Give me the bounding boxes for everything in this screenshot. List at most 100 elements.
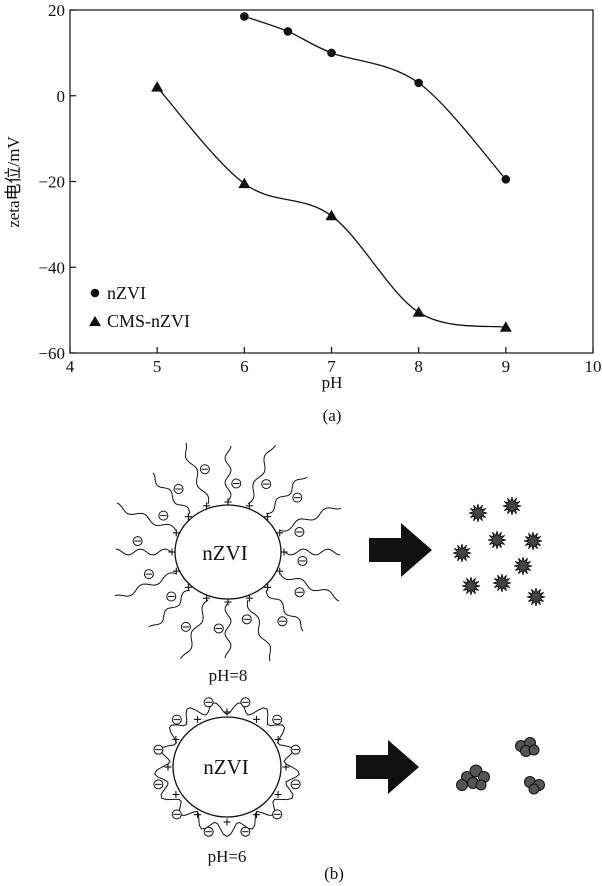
negative-charge-icon bbox=[171, 809, 182, 820]
aggregated-cluster bbox=[524, 776, 545, 795]
surface-ligand bbox=[224, 602, 232, 659]
legend-marker-cms-nzvi bbox=[89, 316, 101, 326]
series-line-cms-nzvi bbox=[156, 86, 506, 328]
positive-charge-icon bbox=[282, 763, 290, 771]
legend-label-cms-nzvi: CMS-nZVI bbox=[107, 311, 190, 331]
positive-charge-icon bbox=[253, 811, 260, 819]
bottom-arrow-icon bbox=[356, 740, 419, 794]
positive-charge-icon bbox=[223, 818, 231, 826]
surface-ligand bbox=[224, 445, 232, 502]
positive-charge-icon bbox=[203, 502, 211, 510]
bottom-condition-label: pH=6 bbox=[208, 847, 247, 866]
dispersed-particle bbox=[487, 530, 507, 550]
surface-ligand bbox=[114, 572, 177, 597]
data-point-nzvi bbox=[501, 175, 511, 184]
zeta-potential-chart: 4 5 6 7 8 9 10 −60 −40 −20 0 20 zeta电位/mV pH (a) nZ… bbox=[4, 1, 602, 425]
positive-charge-icon bbox=[172, 791, 180, 798]
top-condition-label: pH=8 bbox=[209, 666, 248, 685]
aggregated-nzvi-particle bbox=[153, 697, 301, 838]
negative-charge-icon bbox=[272, 809, 283, 820]
positive-charge-icon bbox=[274, 791, 282, 798]
negative-charge-icon bbox=[213, 623, 224, 634]
dispersed-particle bbox=[523, 531, 543, 551]
surface-ligand bbox=[116, 502, 177, 531]
axis-ticks: 4 5 6 7 8 9 10 −60 −40 −20 0 20 bbox=[38, 1, 601, 376]
dispersed-particle bbox=[468, 503, 488, 523]
data-point-nzvi bbox=[240, 12, 249, 21]
dispersion-diagram: nZVI pH=8 nZVI pH=6 (b) bbox=[114, 442, 546, 883]
aggregated-cluster bbox=[515, 737, 540, 757]
dispersed-nzvi-particle bbox=[114, 442, 342, 662]
surface-ligand bbox=[284, 548, 341, 556]
legend: nZVI CMS-nZVI bbox=[89, 283, 190, 331]
positive-charge-icon bbox=[264, 583, 272, 591]
positive-charge-icon bbox=[184, 583, 192, 591]
positive-charge-icon bbox=[194, 715, 201, 723]
y-tick-label: −60 bbox=[38, 344, 65, 363]
top-particle-label: nZVI bbox=[202, 541, 248, 565]
positive-charge-icon bbox=[224, 498, 232, 506]
negative-charge-icon bbox=[143, 569, 154, 580]
negative-charge-icon bbox=[153, 744, 164, 755]
surface-ligand bbox=[279, 507, 342, 532]
positive-charge-icon bbox=[276, 529, 284, 537]
dispersed-particle bbox=[461, 576, 481, 596]
positive-charge-icon bbox=[224, 598, 232, 606]
positive-charge-icon bbox=[264, 513, 272, 521]
negative-charge-icon bbox=[272, 714, 283, 725]
data-point-cms-nzvi bbox=[151, 81, 164, 92]
negative-charge-icon bbox=[290, 779, 301, 790]
surface-ligand bbox=[184, 442, 210, 505]
positive-charge-icon bbox=[172, 736, 180, 743]
dispersed-particle bbox=[492, 573, 512, 593]
surface-ligand bbox=[152, 472, 191, 514]
negative-charge-icon bbox=[166, 591, 177, 602]
negative-charge-icon bbox=[240, 826, 251, 837]
y-tick-label: 20 bbox=[48, 1, 65, 20]
series-curves bbox=[156, 15, 507, 328]
negative-charge-icon bbox=[261, 479, 272, 490]
negative-charge-icon bbox=[203, 697, 214, 708]
series-line-nzvi bbox=[244, 15, 507, 180]
data-point-nzvi bbox=[327, 48, 336, 58]
negative-charge-icon bbox=[294, 527, 305, 538]
dispersed-particle bbox=[513, 556, 533, 576]
aggregated-cluster bbox=[456, 764, 490, 791]
negative-charge-icon bbox=[173, 483, 184, 494]
data-point-cms-nzvi bbox=[238, 177, 251, 189]
series-markers bbox=[151, 12, 512, 332]
x-axis-label: pH bbox=[322, 373, 343, 392]
negative-charge-icon bbox=[180, 621, 191, 632]
negative-charge-icon bbox=[294, 587, 305, 598]
negative-charge-icon bbox=[290, 744, 301, 755]
data-point-cms-nzvi bbox=[325, 209, 338, 221]
positive-charge-icon bbox=[164, 763, 172, 771]
bottom-particle-label: nZVI bbox=[203, 755, 249, 779]
caption-b: (b) bbox=[324, 864, 344, 883]
negative-charge-icon bbox=[203, 826, 214, 837]
surface-ligand bbox=[246, 599, 272, 662]
data-point-nzvi bbox=[283, 27, 293, 36]
negative-charge-icon bbox=[231, 478, 242, 489]
negative-charge-icon bbox=[292, 492, 303, 503]
positive-charge-icon bbox=[194, 811, 201, 819]
negative-charge-icon bbox=[277, 616, 288, 627]
dispersed-particle bbox=[502, 496, 522, 516]
negative-charge-icon bbox=[199, 464, 210, 475]
x-tick-label: 7 bbox=[327, 357, 336, 376]
legend-marker-nzvi bbox=[90, 288, 100, 298]
y-tick-label: 0 bbox=[57, 87, 66, 106]
nzvi-core bbox=[172, 716, 282, 818]
legend-label-nzvi: nZVI bbox=[107, 283, 146, 303]
positive-charge-icon bbox=[172, 567, 180, 575]
negative-charge-icon bbox=[240, 697, 251, 708]
x-tick-label: 8 bbox=[414, 357, 423, 376]
dispersed-particles bbox=[452, 496, 546, 607]
x-tick-label: 4 bbox=[66, 357, 75, 376]
positive-charge-icon bbox=[280, 548, 288, 556]
surface-ligand bbox=[180, 599, 209, 660]
surface-ligand bbox=[265, 590, 304, 632]
data-point-nzvi bbox=[414, 78, 423, 88]
surface-ligand bbox=[148, 589, 190, 628]
